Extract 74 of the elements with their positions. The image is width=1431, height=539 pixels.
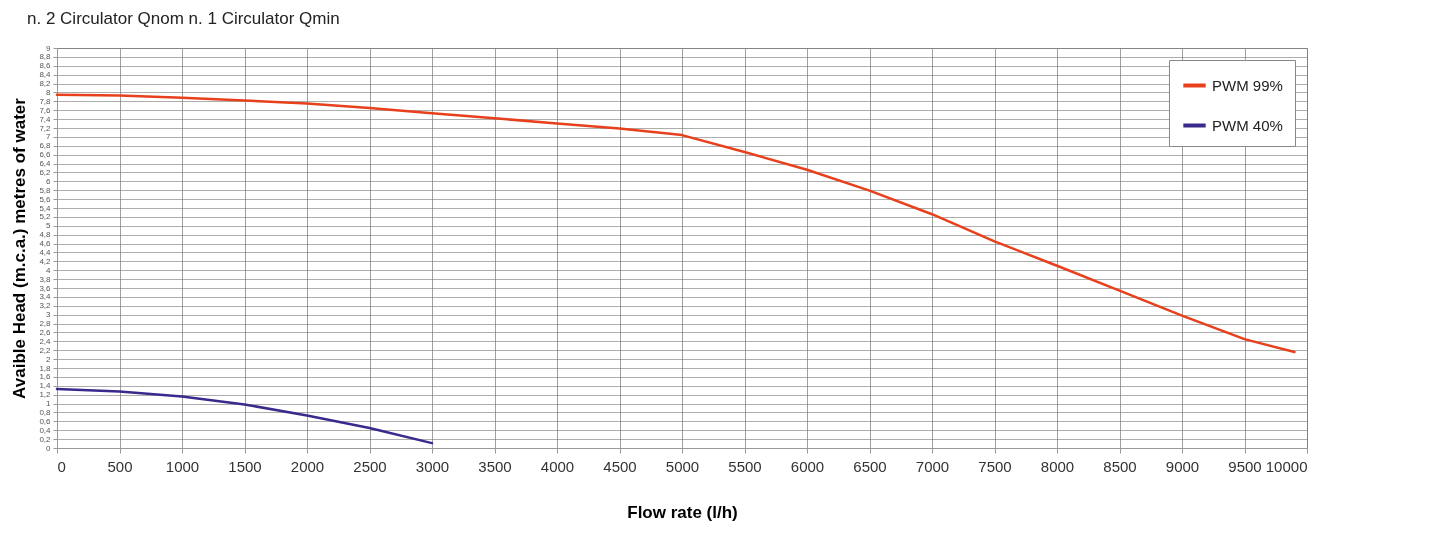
y-tick-label: 2	[46, 354, 52, 364]
y-tick-label: 4,6	[39, 239, 52, 249]
y-tick-label: 5,2	[39, 212, 52, 222]
x-tick-label: 4000	[540, 457, 575, 475]
y-tick-label: 0,2	[39, 434, 52, 444]
x-tick-label: 6000	[790, 457, 825, 475]
legend-label: PWM 40%	[1212, 116, 1283, 134]
x-tick-label: 8500	[1103, 457, 1137, 475]
x-tick-label: 1500	[228, 457, 262, 475]
y-tick-label: 7	[46, 132, 52, 142]
y-tick-label: 7,6	[39, 105, 52, 115]
legend-label: PWM 99%	[1212, 76, 1283, 94]
y-tick-label: 1,4	[39, 381, 52, 391]
x-tick-label: 10000	[1265, 457, 1308, 475]
x-tick-label: 7500	[978, 457, 1012, 475]
y-tick-label: 4,8	[39, 230, 52, 240]
y-tick-label: 5,6	[39, 194, 52, 204]
y-tick-label: 8,8	[39, 52, 52, 62]
y-tick-label: 2,4	[39, 336, 52, 346]
x-tick-label: 0	[57, 457, 66, 475]
x-tick-label: 3500	[478, 457, 512, 475]
x-tick-label: 5000	[665, 457, 700, 475]
x-tick-label: 1000	[165, 457, 200, 475]
y-tick-label: 1,6	[39, 372, 52, 382]
y-tick-label: 0,4	[39, 425, 52, 435]
line-series	[55, 387, 434, 445]
y-tick-label: 8,4	[39, 70, 52, 80]
y-tick-label: 3,2	[39, 301, 52, 311]
x-tick-label: 2500	[353, 457, 387, 475]
y-tick-label: 8,6	[39, 61, 52, 71]
y-tick-label: 5	[46, 221, 52, 231]
y-tick-label: 9	[46, 43, 52, 53]
y-tick-label: 6,2	[39, 167, 52, 177]
x-tick-label: 8000	[1040, 457, 1075, 475]
y-tick-label: 4,2	[39, 256, 52, 266]
y-tick-label: 1,8	[39, 363, 52, 373]
line-series	[55, 93, 1296, 354]
y-tick-label: 3,8	[39, 274, 52, 284]
y-tick-label: 2,2	[39, 345, 52, 355]
y-tick-label: 7,2	[39, 123, 52, 133]
y-tick-label: 5,8	[39, 185, 52, 195]
x-tick-label: 500	[107, 457, 133, 475]
y-tick-label: 1	[46, 399, 52, 409]
x-tick-label: 7000	[915, 457, 950, 475]
y-tick-label: 0	[46, 443, 52, 453]
x-tick-label: 9500	[1228, 457, 1262, 475]
y-tick-label: 7,8	[39, 96, 52, 106]
y-tick-label: 1,2	[39, 390, 52, 400]
y-tick-label: 3	[46, 310, 52, 320]
y-tick-label: 6,8	[39, 141, 52, 151]
x-tick-label: 3000	[415, 457, 450, 475]
y-tick-label: 8	[46, 87, 52, 97]
chart-title: n. 2 Circulator Qnom n. 1 Circulator Qmin	[27, 9, 340, 28]
y-tick-label: 6,4	[39, 159, 52, 169]
x-tick-label: 5500	[728, 457, 762, 475]
y-tick-label: 4	[46, 265, 52, 275]
x-axis-title: Flow rate (l/h)	[627, 502, 738, 522]
x-tick-label: 2000	[290, 457, 325, 475]
y-tick-label: 4,4	[39, 247, 52, 257]
y-tick-label: 3,4	[39, 292, 52, 302]
x-tick-label: 6500	[853, 457, 887, 475]
x-tick-label: 4500	[603, 457, 637, 475]
y-tick-label: 6	[46, 176, 52, 186]
y-tick-label: 7,4	[39, 114, 52, 124]
y-axis-title: Avaible Head (m.c.a.) metres of water	[10, 97, 30, 399]
y-tick-label: 3,6	[39, 283, 52, 293]
y-tick-label: 0,6	[39, 416, 52, 426]
y-tick-label: 2,6	[39, 327, 52, 337]
y-tick-label: 0,8	[39, 407, 52, 417]
y-tick-label: 8,2	[39, 79, 52, 89]
x-tick-label: 9000	[1165, 457, 1200, 475]
y-tick-label: 5,4	[39, 203, 52, 213]
y-tick-label: 6,6	[39, 150, 52, 160]
y-tick-label: 2,8	[39, 319, 52, 329]
